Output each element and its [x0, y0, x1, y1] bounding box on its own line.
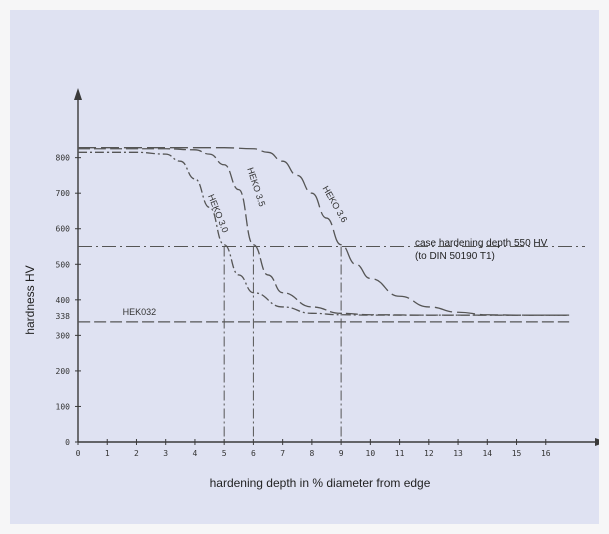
hardness-chart: 0 1 2 3 4 5 6 7 8 9 10 11 12 13 14 15 160100200300400500… [23, 88, 599, 490]
series-label-3: HEK032 [123, 307, 157, 317]
x-tick-label: 9 [339, 449, 344, 458]
series-line-0 [78, 151, 570, 316]
x-axis-arrow [595, 438, 599, 446]
x-tick-label: 11 [395, 449, 405, 458]
x-tick-label: 6 [251, 449, 256, 458]
reference-line-label: case hardening depth 550 HV [415, 238, 548, 249]
x-tick-label: 3 [163, 449, 168, 458]
x-tick-label: 0 [76, 449, 81, 458]
series-line-2 [78, 147, 570, 316]
y-tick-label: 500 [56, 260, 71, 269]
x-tick-label: 7 [280, 449, 285, 458]
x-tick-label: 4 [193, 449, 198, 458]
tick-labels: 0 1 2 3 4 5 6 7 8 9 10 11 12 13 14 15 160100200300400500… [56, 154, 551, 458]
y-tick-label: 700 [56, 189, 71, 198]
y-tick-label-338: 338 [56, 312, 71, 321]
y-tick-label: 0 [65, 438, 70, 447]
x-tick-label: 2 [134, 449, 139, 458]
x-tick-label: 13 [453, 449, 463, 458]
y-tick-label: 400 [56, 296, 71, 305]
series-lines [77, 147, 570, 323]
y-tick-label: 200 [56, 367, 71, 376]
x-tick-label: 10 [366, 449, 376, 458]
axes [74, 88, 599, 446]
x-tick-label: 14 [482, 449, 492, 458]
x-tick-label: 16 [541, 449, 551, 458]
x-tick-label: 8 [309, 449, 314, 458]
reference-line-label-2: (to DIN 50190 T1) [415, 251, 495, 262]
series-label-0: HEKO 3.0 [206, 193, 230, 234]
y-axis-label: hardness HV [23, 265, 37, 334]
y-axis-arrow [74, 88, 82, 100]
series-label-1: HEKO 3.5 [245, 166, 267, 208]
x-tick-label: 15 [512, 449, 522, 458]
y-tick-label: 100 [56, 402, 71, 411]
x-axis-label: hardening depth in % diameter from edge [210, 476, 431, 490]
guide-lines [78, 246, 585, 442]
chart-panel: 0 1 2 3 4 5 6 7 8 9 10 11 12 13 14 15 16 0 100 200 300 400 500… [10, 10, 599, 524]
x-tick-label: 5 [222, 449, 227, 458]
y-tick-label: 300 [56, 331, 71, 340]
x-tick-label: 12 [424, 449, 434, 458]
x-tick-label: 1 [105, 449, 110, 458]
series-line-1 [77, 148, 570, 316]
y-tick-label: 800 [56, 154, 71, 163]
y-tick-label: 600 [56, 225, 71, 234]
